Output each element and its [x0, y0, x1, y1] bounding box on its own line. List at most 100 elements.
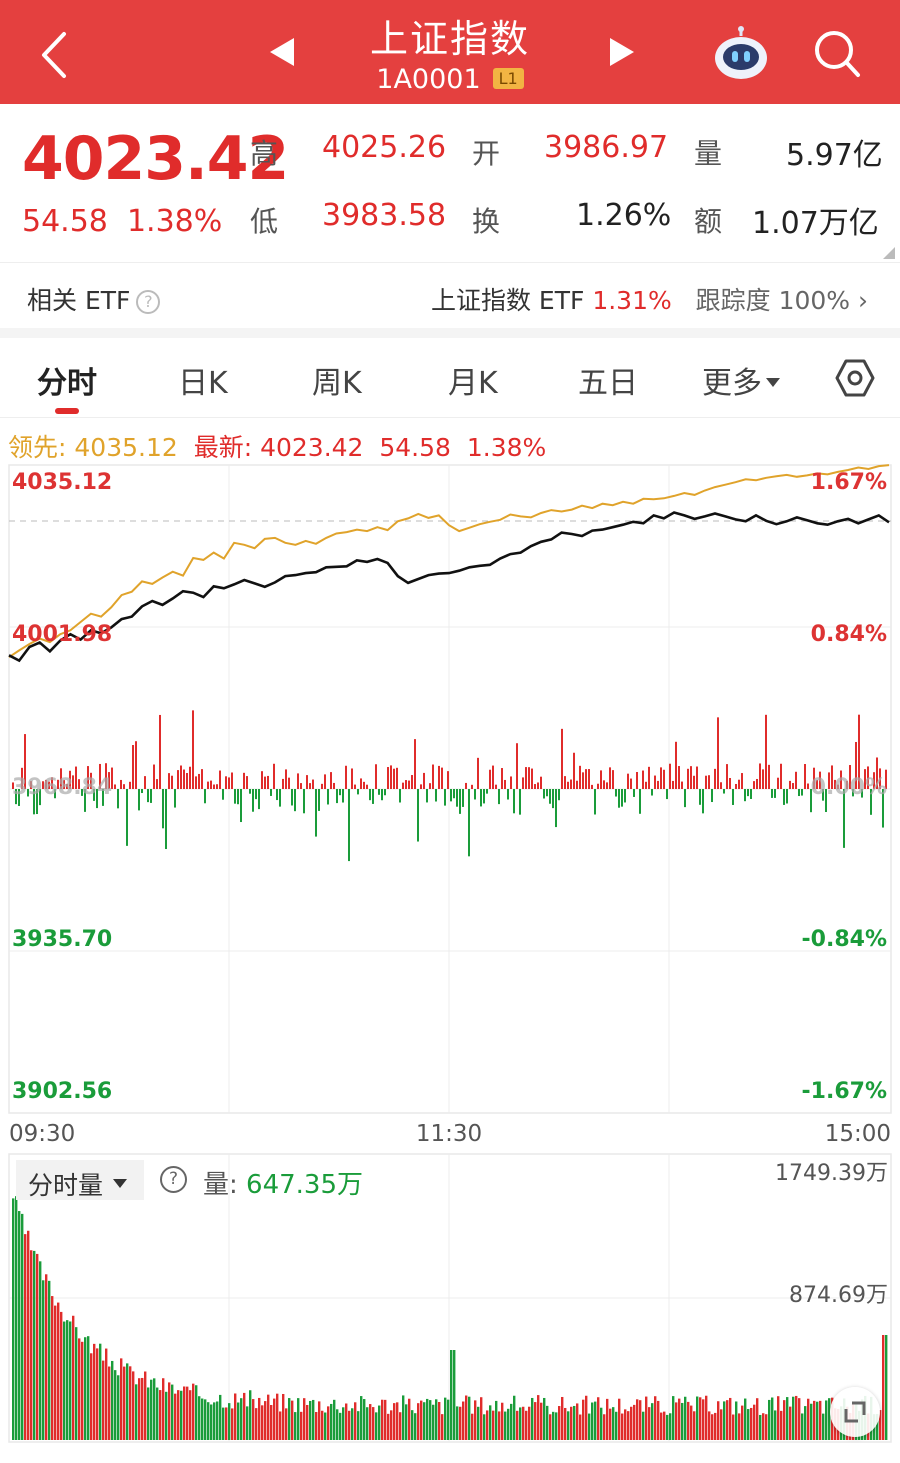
- expand-corner-icon[interactable]: [883, 247, 895, 259]
- intraday-price-chart[interactable]: 4035.12 4001.98 3968.84 3935.70 3902.56 …: [0, 460, 900, 1150]
- intraday-volume-bar: [138, 789, 140, 811]
- volume-type-label: 分时量: [28, 1171, 104, 1200]
- intraday-volume-bar: [540, 776, 542, 789]
- volume-bar: [129, 1366, 132, 1440]
- intraday-volume-bar: [39, 789, 41, 806]
- intraday-volume-bar: [135, 741, 137, 789]
- volume-bar: [630, 1406, 633, 1440]
- intraday-volume-bar: [549, 789, 551, 804]
- tab-five-day[interactable]: 五日: [578, 366, 638, 401]
- intraday-volume-bar: [159, 714, 161, 789]
- robot-assistant-icon[interactable]: [712, 26, 770, 80]
- intraday-volume-bar: [825, 789, 827, 813]
- intraday-volume-bar: [600, 770, 602, 789]
- volume-bar: [780, 1410, 783, 1440]
- tab-intraday[interactable]: 分时: [37, 366, 97, 401]
- volume-bar: [771, 1397, 774, 1440]
- tab-more[interactable]: 更多: [702, 358, 780, 402]
- intraday-volume-bar: [804, 764, 806, 789]
- volume-bar: [291, 1400, 294, 1440]
- volume-bar: [90, 1353, 93, 1440]
- volume-bar: [783, 1400, 786, 1440]
- volume-bar: [777, 1396, 780, 1440]
- lead-index-line: [8, 464, 890, 659]
- volume-bar: [234, 1393, 237, 1440]
- fullscreen-icon[interactable]: [830, 1387, 880, 1437]
- volume-bar: [201, 1398, 204, 1440]
- intraday-volume-bar: [774, 789, 776, 798]
- intraday-volume-bar: [615, 789, 617, 797]
- intraday-volume-bar: [561, 728, 563, 789]
- volume-bar: [528, 1406, 531, 1440]
- intraday-volume-bar: [399, 789, 401, 803]
- volume-frame: [8, 1153, 892, 1443]
- intraday-volume-bar: [219, 770, 221, 789]
- etf-info[interactable]: 上证指数 ETF 1.31% 跟踪度 100% ›: [431, 281, 868, 317]
- search-icon[interactable]: [812, 28, 862, 80]
- volume-bar: [627, 1411, 630, 1440]
- intraday-volume-bar: [501, 768, 503, 789]
- tab-daily-k[interactable]: 日K: [178, 366, 228, 401]
- low-value: 3983.58: [322, 198, 447, 233]
- intraday-volume-bar: [462, 789, 464, 807]
- volume-bar: [285, 1408, 288, 1440]
- volume-bar: [588, 1413, 591, 1440]
- volume-bar: [60, 1311, 63, 1440]
- intraday-volume-bar: [249, 789, 251, 794]
- intraday-volume-bar: [96, 789, 98, 809]
- intraday-volume-bar: [276, 789, 278, 801]
- intraday-volume-bar: [312, 779, 314, 789]
- volume-bar: [690, 1405, 693, 1440]
- volume-bar: [813, 1400, 816, 1440]
- volume-bar: [141, 1377, 144, 1440]
- lead-label: 领先:: [8, 433, 67, 462]
- volume-chart[interactable]: 1749.39万 874.69万: [0, 1150, 900, 1450]
- volume-bar: [678, 1398, 681, 1440]
- section-divider: [0, 328, 900, 338]
- settings-gear-icon[interactable]: [835, 358, 875, 398]
- intraday-volume-bar: [339, 789, 341, 796]
- volume-bar: [537, 1395, 540, 1440]
- volume-bar: [111, 1360, 114, 1440]
- volume-bar: [795, 1395, 798, 1440]
- tab-monthly-k[interactable]: 月K: [448, 366, 498, 401]
- intraday-volume-bar: [330, 772, 332, 789]
- volume-bar: [84, 1337, 87, 1440]
- volume-type-selector[interactable]: 分时量: [16, 1160, 144, 1200]
- intraday-volume-bar: [408, 780, 410, 789]
- intraday-volume-bar: [573, 752, 575, 789]
- intraday-volume-bar: [123, 784, 125, 789]
- intraday-volume-bar: [606, 782, 608, 789]
- help-icon[interactable]: ?: [136, 290, 161, 314]
- volume-bar: [39, 1261, 42, 1440]
- tab-weekly-k[interactable]: 周K: [312, 366, 362, 401]
- intraday-volume-bar: [48, 781, 50, 789]
- intraday-volume-bar: [432, 764, 434, 789]
- intraday-volume-bar: [369, 789, 371, 801]
- intraday-volume-bar: [717, 717, 719, 789]
- volume-bar: [36, 1253, 39, 1440]
- volume-bar: [420, 1400, 423, 1440]
- intraday-volume-bar: [531, 768, 533, 789]
- intraday-volume-bar: [99, 763, 101, 789]
- volume-bar: [294, 1412, 297, 1440]
- intraday-volume-bar: [876, 757, 878, 789]
- intraday-volume-bar: [291, 789, 293, 806]
- intraday-volume-bar: [846, 780, 848, 789]
- volume-bar: [189, 1390, 192, 1440]
- volume-bar: [882, 1335, 885, 1440]
- help-icon[interactable]: ?: [160, 1166, 187, 1193]
- intraday-volume-bar: [672, 780, 674, 789]
- related-etf-row[interactable]: 相关 ETF? 上证指数 ETF 1.31% 跟踪度 100% ›: [0, 262, 900, 328]
- volume-bar: [636, 1399, 639, 1440]
- intraday-volume-bar: [21, 767, 23, 789]
- volume-bar: [264, 1401, 267, 1440]
- prev-stock-arrow-icon[interactable]: [270, 38, 294, 66]
- chart-tabs: 分时 日K 周K 月K 五日 更多: [0, 338, 900, 418]
- volume-bar: [546, 1405, 549, 1440]
- tracking-label: 跟踪度: [695, 286, 771, 315]
- volume-readout-value: 647.35万: [246, 1170, 364, 1200]
- intraday-volume-bar: [456, 789, 458, 807]
- back-arrow-icon[interactable]: [36, 30, 76, 80]
- next-stock-arrow-icon[interactable]: [610, 38, 634, 66]
